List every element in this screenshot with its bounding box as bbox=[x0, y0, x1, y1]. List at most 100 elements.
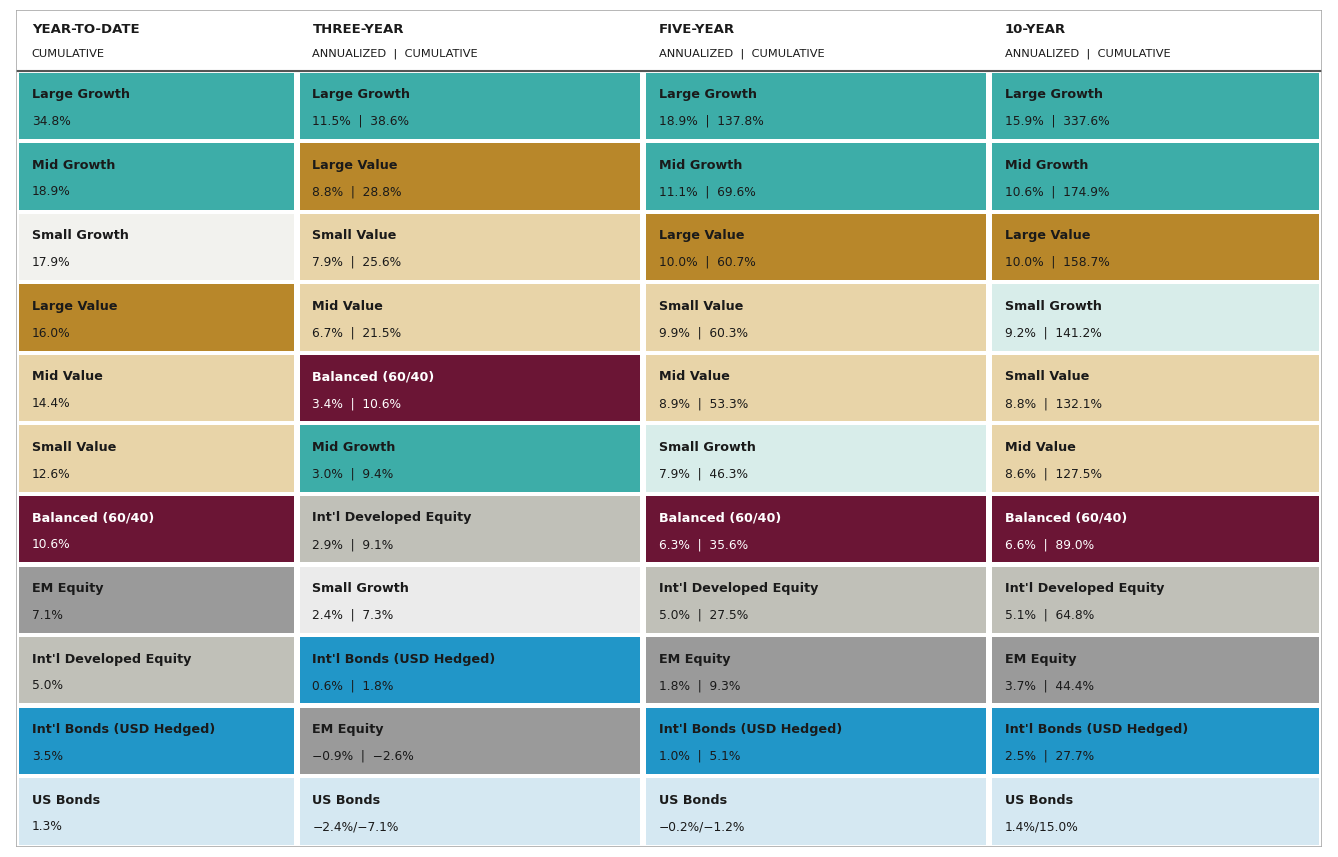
Text: Large Growth: Large Growth bbox=[658, 88, 756, 101]
Bar bbox=[19, 285, 293, 351]
Bar bbox=[300, 778, 640, 845]
Bar bbox=[300, 637, 640, 704]
Text: 8.8%  |  132.1%: 8.8% | 132.1% bbox=[1005, 397, 1101, 410]
Text: EM Equity: EM Equity bbox=[32, 582, 103, 595]
Text: 1.4%/15.0%: 1.4%/15.0% bbox=[1005, 820, 1078, 834]
Text: Balanced (60/40): Balanced (60/40) bbox=[313, 370, 435, 383]
Text: 18.9%: 18.9% bbox=[32, 185, 71, 198]
Bar bbox=[300, 425, 640, 492]
Text: 3.7%  |  44.4%: 3.7% | 44.4% bbox=[1005, 680, 1093, 692]
Text: 1.8%  |  9.3%: 1.8% | 9.3% bbox=[658, 680, 740, 692]
Text: 15.9%  |  337.6%: 15.9% | 337.6% bbox=[1005, 115, 1109, 128]
Text: Mid Value: Mid Value bbox=[1005, 440, 1076, 454]
Text: 3.0%  |  9.4%: 3.0% | 9.4% bbox=[313, 468, 393, 481]
Bar bbox=[19, 425, 293, 492]
Text: Mid Value: Mid Value bbox=[32, 370, 103, 383]
Bar bbox=[989, 10, 1322, 70]
Text: YEAR-TO-DATE: YEAR-TO-DATE bbox=[32, 23, 139, 36]
Bar bbox=[646, 143, 986, 210]
Text: Balanced (60/40): Balanced (60/40) bbox=[1005, 512, 1127, 524]
Text: Mid Value: Mid Value bbox=[658, 370, 729, 383]
Text: 10.6%  |  174.9%: 10.6% | 174.9% bbox=[1005, 185, 1109, 198]
Text: 7.9%  |  25.6%: 7.9% | 25.6% bbox=[313, 256, 401, 269]
Text: Mid Growth: Mid Growth bbox=[313, 440, 396, 454]
Text: Int'l Developed Equity: Int'l Developed Equity bbox=[32, 652, 191, 666]
Bar bbox=[300, 708, 640, 774]
Bar bbox=[993, 425, 1319, 492]
Text: 6.6%  |  89.0%: 6.6% | 89.0% bbox=[1005, 538, 1093, 551]
Bar bbox=[19, 708, 293, 774]
Text: 2.4%  |  7.3%: 2.4% | 7.3% bbox=[313, 608, 393, 622]
Text: Large Growth: Large Growth bbox=[313, 88, 411, 101]
Text: 10.0%  |  60.7%: 10.0% | 60.7% bbox=[658, 256, 756, 269]
Text: 3.5%: 3.5% bbox=[32, 750, 63, 763]
Text: ANNUALIZED  |  CUMULATIVE: ANNUALIZED | CUMULATIVE bbox=[313, 48, 478, 59]
Bar bbox=[646, 778, 986, 845]
Text: Balanced (60/40): Balanced (60/40) bbox=[658, 512, 781, 524]
Bar bbox=[646, 425, 986, 492]
Text: US Bonds: US Bonds bbox=[32, 794, 100, 806]
Text: EM Equity: EM Equity bbox=[313, 723, 384, 736]
Bar bbox=[300, 355, 640, 422]
Text: −2.4%/−7.1%: −2.4%/−7.1% bbox=[313, 820, 399, 834]
Text: 1.0%  |  5.1%: 1.0% | 5.1% bbox=[658, 750, 740, 763]
Text: 5.0%  |  27.5%: 5.0% | 27.5% bbox=[658, 608, 748, 622]
Text: 8.8%  |  28.8%: 8.8% | 28.8% bbox=[313, 185, 401, 198]
Bar bbox=[19, 73, 293, 139]
Bar bbox=[646, 566, 986, 633]
Bar bbox=[993, 637, 1319, 704]
Text: Large Value: Large Value bbox=[658, 229, 744, 243]
Bar bbox=[19, 213, 293, 280]
Text: 18.9%  |  137.8%: 18.9% | 137.8% bbox=[658, 115, 763, 128]
Text: Int'l Bonds (USD Hedged): Int'l Bonds (USD Hedged) bbox=[313, 652, 496, 666]
Bar bbox=[993, 143, 1319, 210]
Text: Small Value: Small Value bbox=[1005, 370, 1089, 383]
Text: 16.0%: 16.0% bbox=[32, 327, 71, 339]
Text: 5.0%: 5.0% bbox=[32, 680, 63, 692]
Text: US Bonds: US Bonds bbox=[313, 794, 380, 806]
Text: 11.5%  |  38.6%: 11.5% | 38.6% bbox=[313, 115, 409, 128]
Text: −0.2%/−1.2%: −0.2%/−1.2% bbox=[658, 820, 745, 834]
Bar bbox=[300, 73, 640, 139]
Bar bbox=[300, 566, 640, 633]
Text: 8.9%  |  53.3%: 8.9% | 53.3% bbox=[658, 397, 748, 410]
Text: Small Growth: Small Growth bbox=[658, 440, 756, 454]
Bar bbox=[300, 213, 640, 280]
Text: 0.6%  |  1.8%: 0.6% | 1.8% bbox=[313, 680, 393, 692]
Text: Large Value: Large Value bbox=[1005, 229, 1090, 243]
Bar bbox=[19, 637, 293, 704]
Text: Large Value: Large Value bbox=[32, 300, 118, 313]
Text: Int'l Bonds (USD Hedged): Int'l Bonds (USD Hedged) bbox=[1005, 723, 1188, 736]
Text: Mid Growth: Mid Growth bbox=[1005, 159, 1088, 171]
Text: THREE-YEAR: THREE-YEAR bbox=[313, 23, 404, 36]
Bar bbox=[300, 496, 640, 562]
Text: Int'l Bonds (USD Hedged): Int'l Bonds (USD Hedged) bbox=[658, 723, 842, 736]
Bar bbox=[646, 355, 986, 422]
Bar bbox=[16, 10, 297, 70]
Bar bbox=[993, 566, 1319, 633]
Text: 10-YEAR: 10-YEAR bbox=[1005, 23, 1066, 36]
Text: 6.7%  |  21.5%: 6.7% | 21.5% bbox=[313, 327, 401, 339]
Text: 3.4%  |  10.6%: 3.4% | 10.6% bbox=[313, 397, 401, 410]
Text: US Bonds: US Bonds bbox=[1005, 794, 1073, 806]
Bar bbox=[993, 73, 1319, 139]
Text: Int'l Developed Equity: Int'l Developed Equity bbox=[1005, 582, 1164, 595]
Bar bbox=[300, 285, 640, 351]
Text: 34.8%: 34.8% bbox=[32, 115, 71, 128]
Text: 14.4%: 14.4% bbox=[32, 397, 71, 410]
Text: 1.3%: 1.3% bbox=[32, 820, 63, 834]
Bar bbox=[642, 10, 989, 70]
Text: FIVE-YEAR: FIVE-YEAR bbox=[658, 23, 735, 36]
Text: Int'l Developed Equity: Int'l Developed Equity bbox=[658, 582, 818, 595]
Bar bbox=[993, 496, 1319, 562]
Bar bbox=[646, 73, 986, 139]
Text: 9.2%  |  141.2%: 9.2% | 141.2% bbox=[1005, 327, 1101, 339]
Text: US Bonds: US Bonds bbox=[658, 794, 727, 806]
Bar bbox=[19, 496, 293, 562]
Bar bbox=[646, 637, 986, 704]
Text: EM Equity: EM Equity bbox=[1005, 652, 1076, 666]
Bar bbox=[19, 778, 293, 845]
Text: Mid Growth: Mid Growth bbox=[32, 159, 115, 171]
Bar bbox=[993, 285, 1319, 351]
Text: 9.9%  |  60.3%: 9.9% | 60.3% bbox=[658, 327, 748, 339]
